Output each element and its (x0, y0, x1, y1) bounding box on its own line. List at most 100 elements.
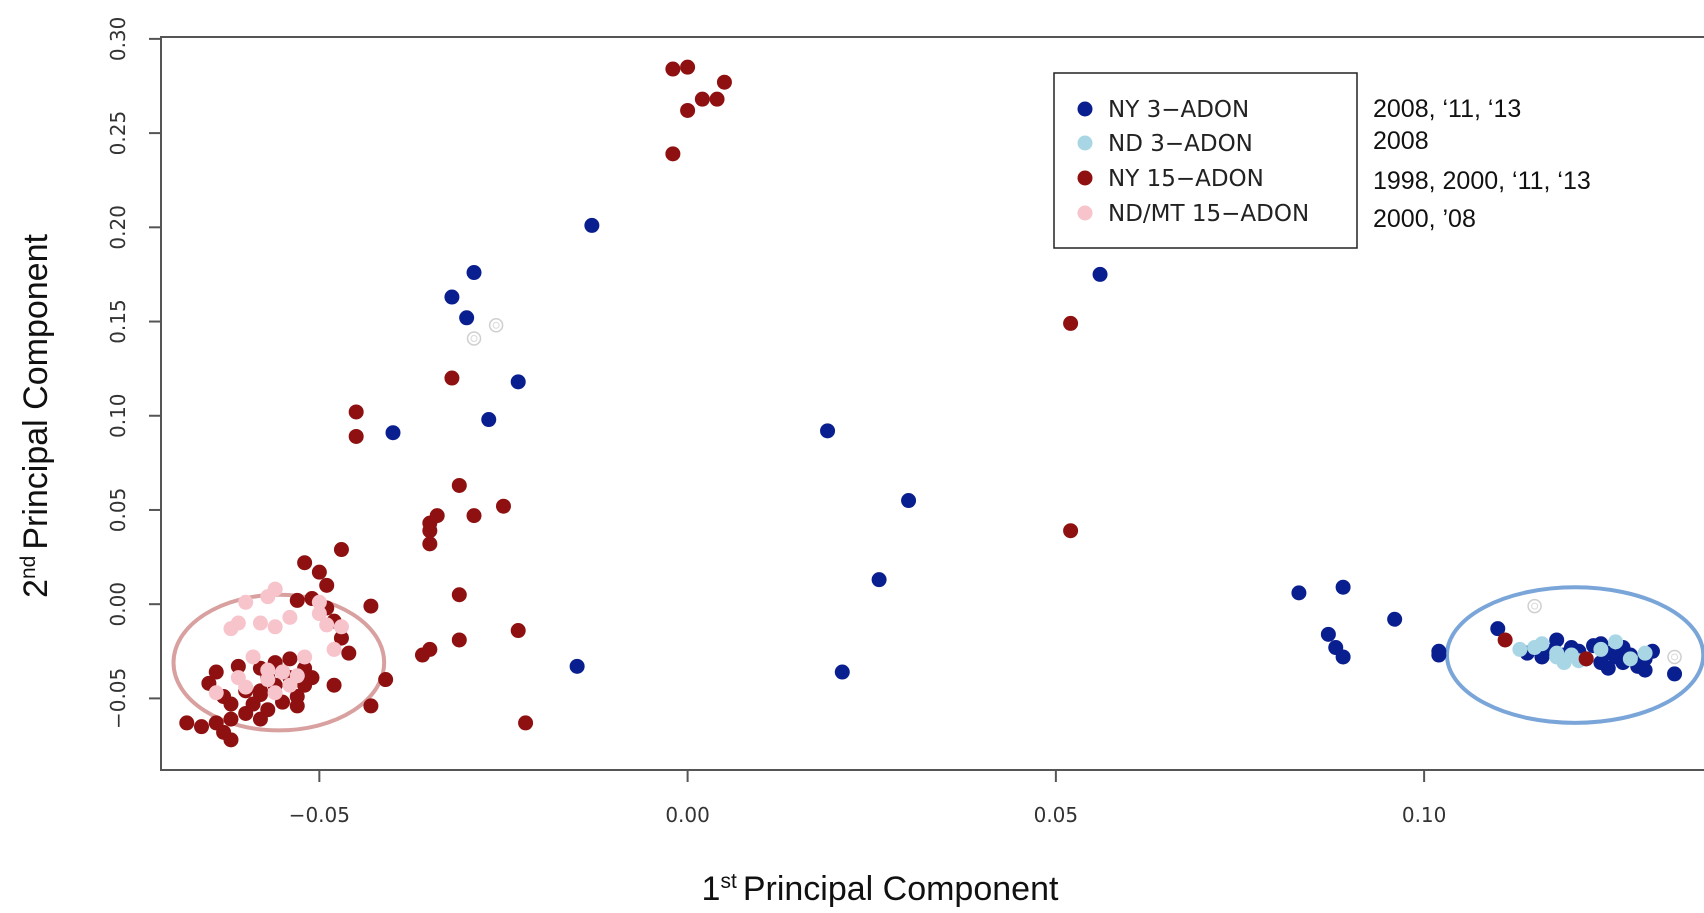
data-point (680, 102, 696, 118)
data-point (238, 594, 254, 610)
data-point (1549, 632, 1565, 648)
data-point (1387, 611, 1403, 627)
data-point (1608, 634, 1624, 650)
data-point (422, 523, 438, 539)
x-axis-title-suffix: st (720, 870, 737, 893)
open-marker (1527, 598, 1542, 614)
data-point (414, 647, 430, 663)
x-axis-title: 1st Principal Component (702, 870, 1059, 908)
data-point (820, 423, 836, 439)
data-point (223, 621, 239, 637)
data-point (385, 425, 401, 441)
data-point (326, 677, 342, 693)
data-point (709, 91, 725, 107)
data-point (260, 662, 276, 678)
data-point (422, 536, 438, 552)
data-point (1593, 641, 1609, 657)
data-point (1578, 651, 1594, 667)
legend-label-nd-3-adon: ND 3−ADON (1108, 131, 1253, 157)
data-point (348, 428, 364, 444)
data-point (444, 289, 460, 305)
legend-notes: 2008, ‘11, ‘13 2008 1998, 2000, ‘11, ‘13… (1373, 95, 1591, 233)
legend-note-ny-3-adon: 2008, ‘11, ‘13 (1373, 95, 1521, 123)
open-marker-center (470, 334, 478, 342)
data-point (466, 265, 482, 281)
x-tick-label: 0.10 (1402, 803, 1447, 827)
data-point (665, 61, 681, 77)
data-point (341, 645, 357, 661)
data-point (451, 632, 467, 648)
data-point (1600, 660, 1616, 676)
data-point (569, 658, 585, 674)
legend-label-nd-mt-15-adon: ND/MT 15−ADON (1108, 201, 1309, 227)
legend-marker-ny-15-adon (1077, 170, 1093, 186)
data-point (1490, 621, 1506, 637)
y-tick-label: 0.05 (106, 488, 130, 533)
legend-note-ny-15-adon: 1998, 2000, ‘11, ‘13 (1373, 167, 1591, 195)
data-point (1549, 645, 1565, 661)
legend-marker-ny-3-adon (1077, 101, 1093, 117)
y-tick-label: 0.15 (106, 299, 130, 344)
legend-item-nd-3-adon: ND 3−ADON (1077, 131, 1253, 157)
data-point (245, 649, 261, 665)
data-point (378, 672, 394, 688)
y-axis: −0.05 0.00 0.05 0.10 0.15 0.20 0.25 0.30 (106, 17, 161, 729)
open-marker-center (1531, 602, 1539, 610)
x-tick-label: 0.00 (665, 803, 710, 827)
legend-note-nd-mt-15-adon: 2000, ’08 (1373, 205, 1476, 233)
data-point (289, 698, 305, 714)
x-tick-label: 0.05 (1034, 803, 1079, 827)
legend-item-ny-15-adon: NY 15−ADON (1077, 166, 1264, 192)
legend-marker-nd-3-adon (1077, 135, 1093, 151)
plot-frame (160, 36, 1704, 771)
legend: NY 3−ADON ND 3−ADON NY 15−ADON ND/MT 15−… (1053, 72, 1358, 249)
cluster-highlights (171, 585, 1704, 733)
x-tick-label: −0.05 (289, 803, 350, 827)
y-tick-label: 0.10 (106, 393, 130, 438)
series-2 (179, 59, 1594, 748)
open-marker (466, 331, 482, 346)
data-point (223, 696, 239, 712)
data-point (459, 310, 475, 326)
data-point (208, 664, 224, 680)
x-axis: −0.05 0.00 0.05 0.10 (289, 770, 1447, 827)
data-point (1637, 662, 1653, 678)
legend-marker-nd-mt-15-adon (1077, 205, 1093, 221)
data-point (1291, 585, 1307, 601)
data-point (1320, 626, 1336, 642)
y-axis-title: 2nd Principal Component (17, 234, 55, 598)
data-point (319, 617, 335, 633)
data-point (716, 74, 732, 90)
legend-box (1053, 72, 1358, 249)
data-point (694, 91, 710, 107)
data-point (871, 572, 887, 588)
data-point (680, 59, 696, 75)
data-point (238, 679, 254, 695)
data-point (466, 508, 482, 524)
data-point (289, 592, 305, 608)
x-axis-title-text: Principal Component (743, 870, 1059, 908)
data-point (282, 651, 298, 667)
data-point (444, 370, 460, 386)
data-point (223, 711, 239, 727)
data-point (326, 641, 342, 657)
data-point (1335, 649, 1351, 665)
data-point (1667, 666, 1683, 682)
cluster-ellipse-1 (1444, 585, 1704, 725)
data-point (348, 404, 364, 420)
data-point (363, 698, 379, 714)
data-point (297, 649, 313, 665)
data-point (584, 217, 600, 233)
y-tick-label: 0.30 (106, 17, 130, 62)
data-point (451, 477, 467, 493)
data-point (510, 374, 526, 390)
data-point (208, 685, 224, 701)
data-point (495, 498, 511, 514)
data-point (333, 619, 349, 635)
series-1 (1512, 634, 1653, 671)
y-tick-label: 0.00 (106, 582, 130, 627)
open-marker (488, 318, 504, 333)
data-point (1637, 645, 1653, 661)
open-marker-center (1671, 653, 1679, 661)
